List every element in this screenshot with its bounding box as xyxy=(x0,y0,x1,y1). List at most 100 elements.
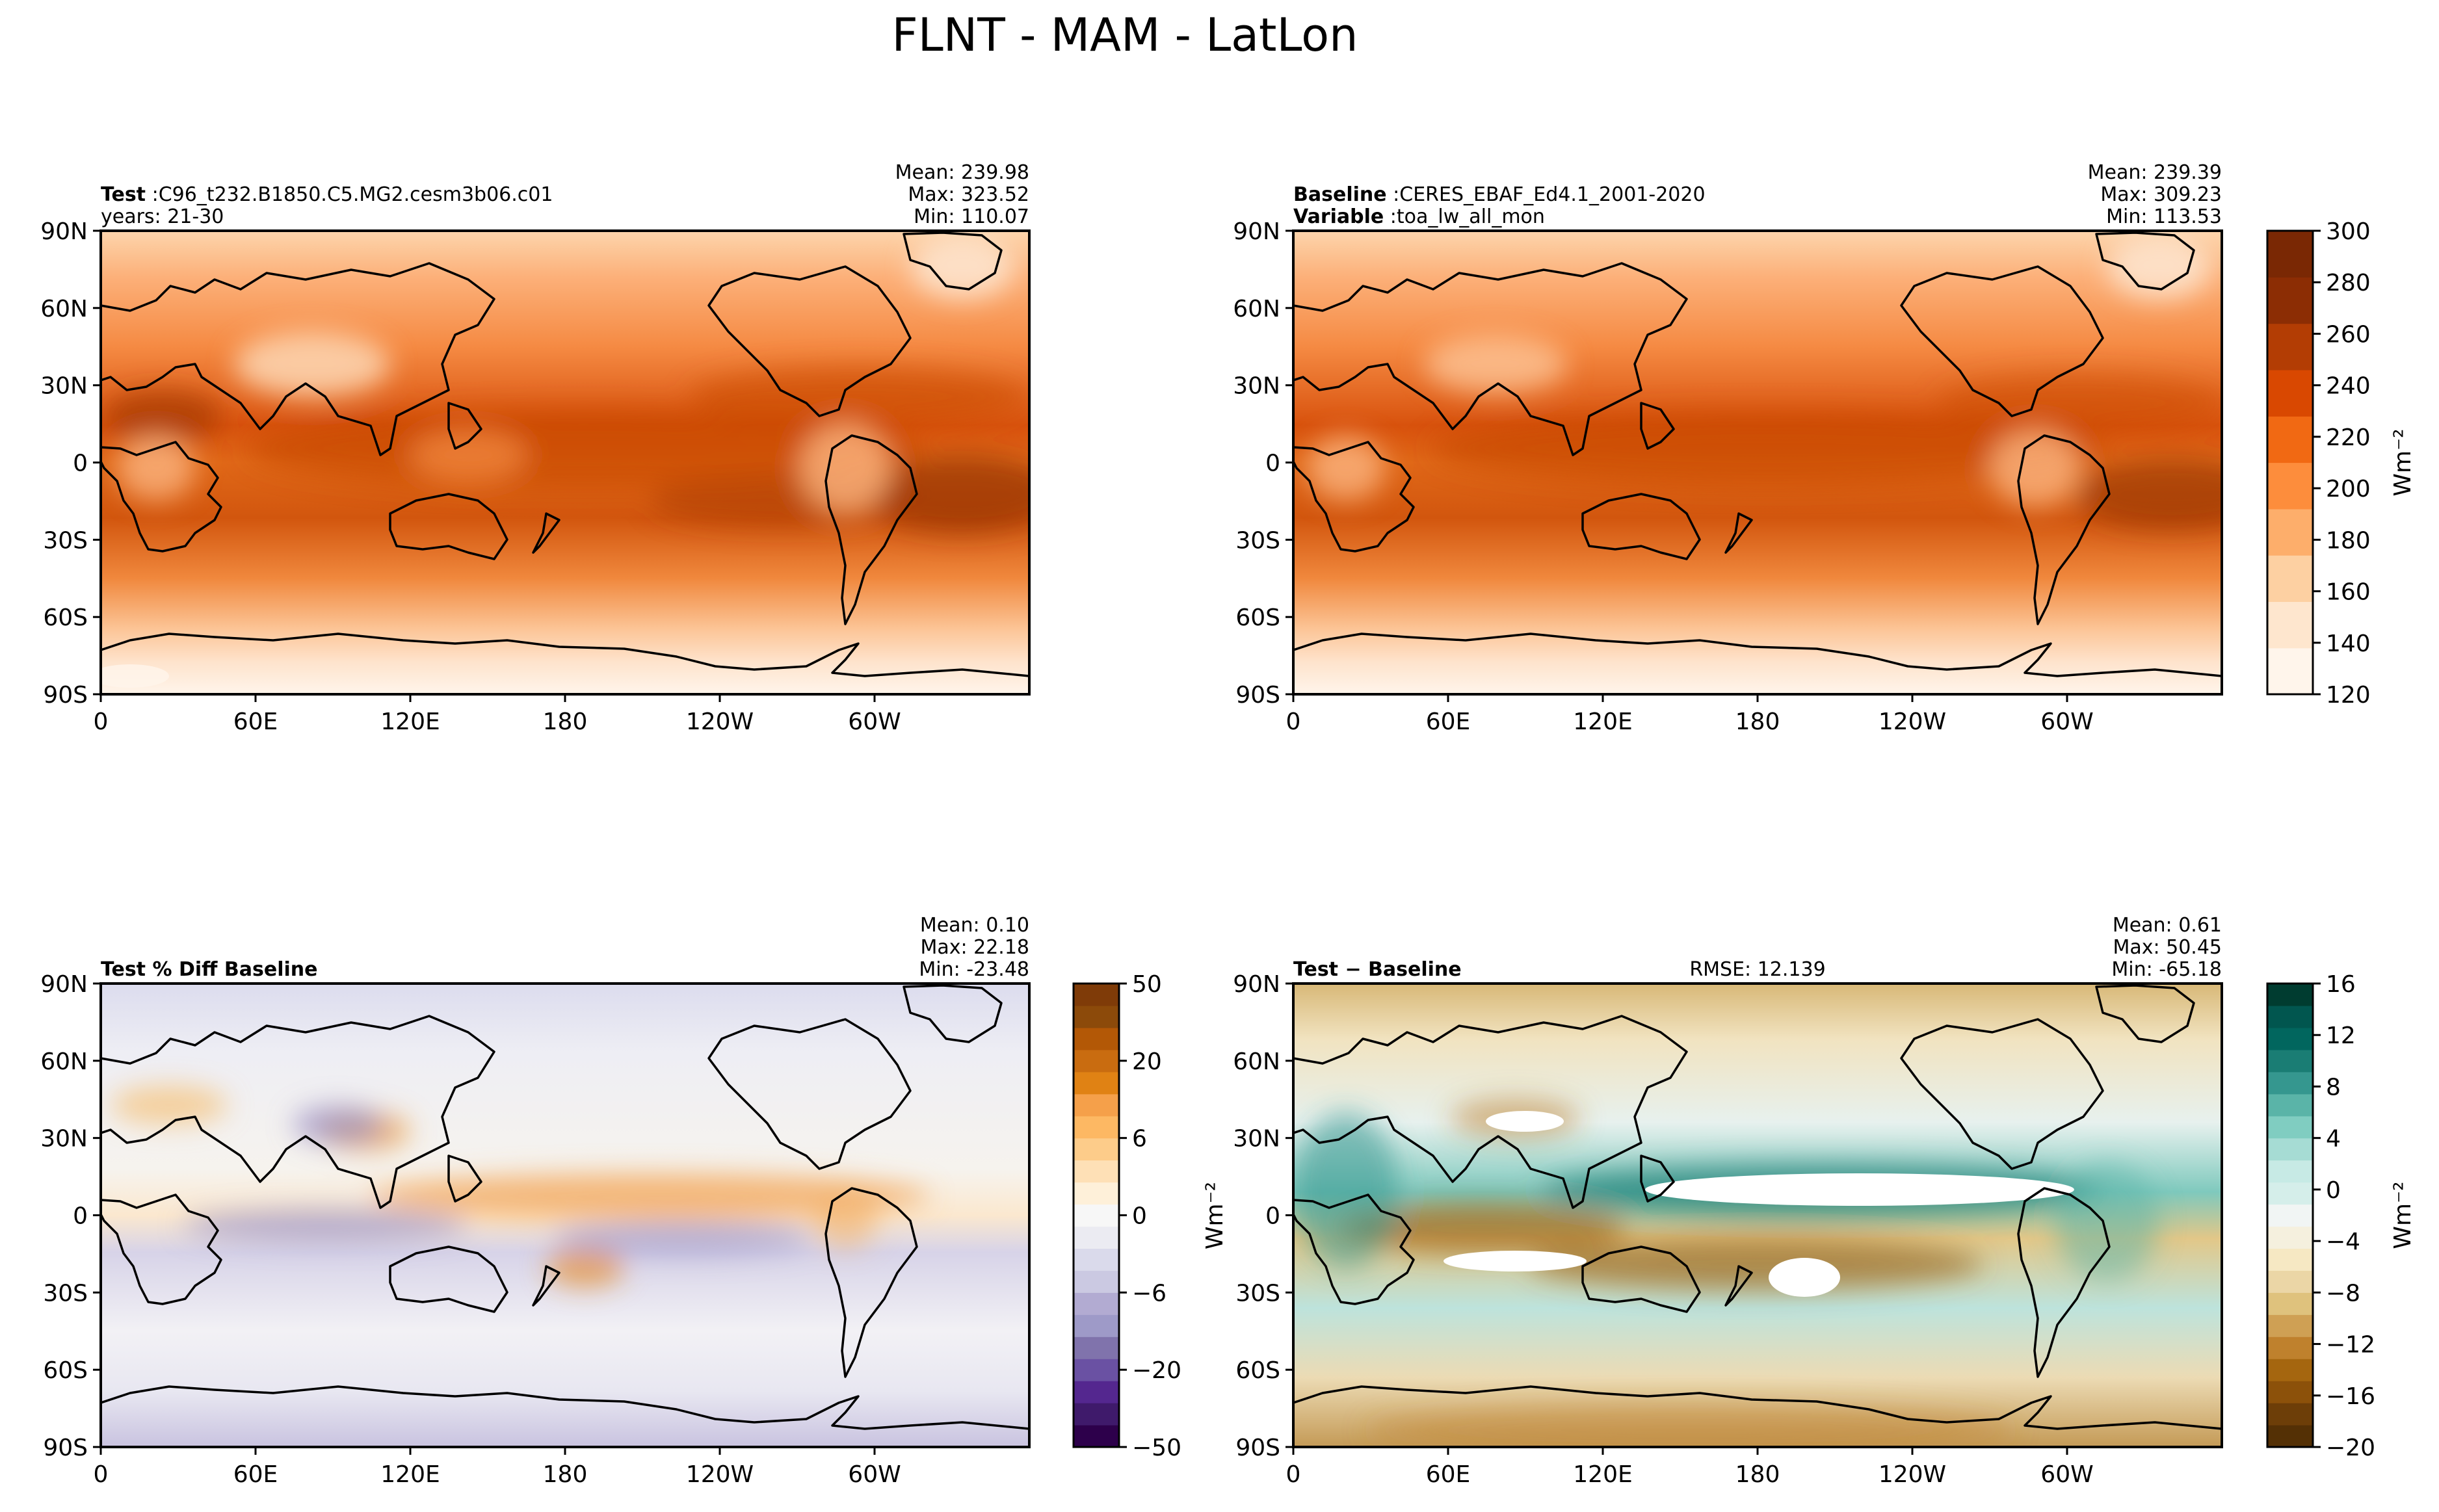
lon-tick-label: 120E xyxy=(1573,1461,1632,1488)
lon-tick-label: 60E xyxy=(1426,709,1471,735)
diff-colorbar-swatch xyxy=(2267,1226,2313,1249)
pctdiff-stat: Max: 22.18 xyxy=(920,936,1029,959)
pct-colorbar-swatch xyxy=(1074,1071,1119,1095)
lat-tick-label: 0 xyxy=(1265,450,1280,477)
test-header-line: years: 21-30 xyxy=(101,205,224,228)
figure-title: FLNT - MAM - LatLon xyxy=(892,8,1358,62)
pct-colorbar-swatch xyxy=(1074,1314,1119,1337)
test-header-text: years: 21-30 xyxy=(101,205,224,228)
diff-colorbar-swatch xyxy=(2267,1182,2313,1205)
diff-colorbar-swatch xyxy=(2267,1248,2313,1271)
lat-tick-label: 90S xyxy=(1235,682,1280,709)
colorbars: 300280260240220200180160140120Wm⁻²502060… xyxy=(1072,218,2416,1461)
diff-colorbar-swatch xyxy=(2267,1381,2313,1403)
lat-tick-label: 30S xyxy=(43,1280,88,1307)
abs-colorbar-swatch xyxy=(2267,462,2313,510)
diff-colorbar-swatch xyxy=(2267,1027,2313,1050)
diff-colorbar-swatch xyxy=(2267,1336,2313,1359)
lat-tick-label: 60S xyxy=(1235,1357,1280,1384)
lat-tick-label: 60N xyxy=(1233,296,1280,322)
lat-tick-label: 0 xyxy=(1265,1203,1280,1230)
lon-tick-label: 0 xyxy=(94,709,109,735)
abs-colorbar-swatch xyxy=(2267,647,2313,695)
diff-colorbar-swatch xyxy=(2267,1115,2313,1139)
pct-colorbar-swatch xyxy=(1074,1204,1119,1227)
lon-tick-label: 120E xyxy=(380,709,440,735)
panel-diff xyxy=(1292,982,2223,1448)
lat-tick-label: 0 xyxy=(73,450,88,477)
lat-tick-label: 30N xyxy=(1233,373,1280,400)
abs-colorbar-tick-label: 220 xyxy=(2326,424,2371,451)
lat-tick-label: 30N xyxy=(40,1126,88,1153)
diff-colorbar-tick-label: 8 xyxy=(2326,1074,2341,1101)
pct-colorbar-swatch xyxy=(1074,1359,1119,1381)
diff-colorbar-swatch xyxy=(2267,1270,2313,1293)
diff-stat: Min: -65.18 xyxy=(2111,958,2222,981)
pctdiff-header-bold: Test % Diff Baseline xyxy=(101,958,318,981)
pct-colorbar-tick-label: 20 xyxy=(1132,1049,1162,1075)
lon-tick-label: 60W xyxy=(2040,709,2093,735)
abs-colorbar-swatch xyxy=(2267,323,2313,371)
lon-tick-label: 120E xyxy=(380,1461,440,1488)
diff-colorbar-swatch xyxy=(2267,1160,2313,1183)
pct-colorbar-swatch xyxy=(1074,1027,1119,1050)
diff-colorbar-swatch xyxy=(2267,1403,2313,1426)
panel-baseline xyxy=(1292,229,2223,696)
pctdiff-stat: Mean: 0.10 xyxy=(920,914,1029,937)
abs-colorbar-tick-label: 120 xyxy=(2326,682,2371,709)
diff-colorbar-tick-label: −12 xyxy=(2326,1332,2375,1359)
lat-tick-label: 60S xyxy=(43,605,88,631)
lat-tick-label: 30N xyxy=(40,373,88,400)
lat-tick-label: 0 xyxy=(73,1203,88,1230)
lon-tick-label: 120E xyxy=(1573,709,1632,735)
pct-colorbar-tick-label: −20 xyxy=(1132,1357,1181,1384)
diff-header-bold: Test − Baseline xyxy=(1293,958,1462,981)
diff-colorbar-label: Wm⁻² xyxy=(2390,1181,2416,1249)
pct-colorbar-swatch xyxy=(1074,1381,1119,1403)
abs-colorbar-tick-label: 180 xyxy=(2326,527,2371,554)
abs-colorbar-tick-label: 160 xyxy=(2326,579,2371,606)
lon-tick-label: 180 xyxy=(543,709,588,735)
test-stat: Max: 323.52 xyxy=(908,183,1029,206)
abs-colorbar-tick-label: 280 xyxy=(2326,270,2371,296)
diff-colorbar-swatch xyxy=(2267,1204,2313,1227)
diff-colorbar-swatch xyxy=(2267,1292,2313,1315)
diff-colorbar-swatch xyxy=(2267,1359,2313,1381)
abs-colorbar-tick-label: 300 xyxy=(2326,218,2371,245)
lon-tick-label: 60E xyxy=(1426,1461,1471,1488)
diff-colorbar-tick-label: 16 xyxy=(2326,971,2356,998)
pct-colorbar-swatch xyxy=(1074,1270,1119,1293)
baseline-stat: Min: 113.53 xyxy=(2106,205,2222,228)
lon-tick-label: 180 xyxy=(543,1461,588,1488)
diff-stat: Max: 50.45 xyxy=(2113,936,2222,959)
test-stat: Min: 110.07 xyxy=(914,205,1029,228)
diff-colorbar-swatch xyxy=(2267,1138,2313,1161)
diff-colorbar-swatch xyxy=(2267,1425,2313,1448)
diff-rmse: RMSE: 12.139 xyxy=(1689,958,1825,981)
lat-tick-label: 30S xyxy=(1235,1280,1280,1307)
diff-colorbar-swatch xyxy=(2267,1049,2313,1073)
pct-colorbar-swatch xyxy=(1074,984,1119,1006)
pct-colorbar-swatch xyxy=(1074,1005,1119,1028)
lon-tick-label: 60W xyxy=(848,709,901,735)
test-header-line: Test :C96_t232.B1850.C5.MG2.cesm3b06.c01 xyxy=(101,183,553,206)
lon-tick-label: 120W xyxy=(1879,1461,1946,1488)
lat-tick-label: 90N xyxy=(1233,971,1280,998)
lat-tick-label: 90S xyxy=(43,682,88,709)
lat-tick-label: 30S xyxy=(1235,527,1280,554)
diff-field-map xyxy=(1293,984,2222,1447)
lat-tick-label: 60N xyxy=(40,1049,88,1075)
diff-colorbar-tick-label: −16 xyxy=(2326,1383,2375,1410)
baseline-header-line: Variable :toa_lw_all_mon xyxy=(1293,205,1545,228)
baseline-stat: Mean: 239.39 xyxy=(2088,161,2222,184)
lon-tick-label: 60W xyxy=(848,1461,901,1488)
lon-tick-label: 0 xyxy=(1286,1461,1301,1488)
abs-colorbar-swatch xyxy=(2267,277,2313,324)
lon-tick-label: 120W xyxy=(1879,709,1946,735)
lon-tick-label: 180 xyxy=(1735,1461,1780,1488)
lat-tick-label: 90N xyxy=(1233,218,1280,245)
test-field-map xyxy=(101,231,1029,694)
lat-tick-label: 90N xyxy=(40,218,88,245)
